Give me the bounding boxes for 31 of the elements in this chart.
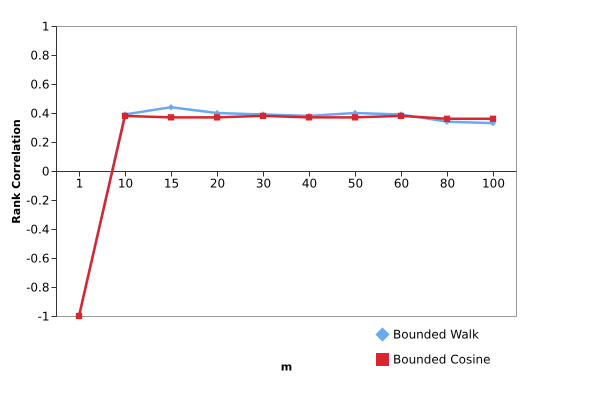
y-tick-label: -0.8 — [26, 280, 50, 294]
y-tick-label: 0.4 — [30, 106, 50, 120]
x-axis-title: m — [280, 360, 292, 374]
x-tick-label: 10 — [118, 176, 134, 190]
y-tick-label: -0.6 — [26, 252, 50, 266]
point — [168, 104, 174, 110]
x-tick-label: 15 — [164, 176, 180, 190]
y-tick-label: -0.2 — [26, 194, 50, 208]
point — [168, 114, 174, 121]
y-axis-title: Rank Correlation — [10, 119, 24, 224]
legend-label: Bounded Walk — [393, 328, 479, 342]
y-tick-label: 0.8 — [30, 48, 50, 62]
point — [444, 116, 450, 122]
y-tick-label: -0.4 — [26, 222, 50, 236]
y-tick-label: 0.6 — [30, 78, 50, 92]
legend-label: Bounded Cosine — [393, 352, 491, 366]
point — [214, 114, 220, 121]
y-tick-label: 0 — [42, 164, 50, 178]
x-tick-label: 20 — [210, 176, 226, 190]
x-tick-label: 100 — [482, 176, 505, 190]
point — [352, 114, 358, 121]
x-tick-label: 1 — [76, 176, 84, 190]
y-tick-label: 0.2 — [30, 136, 50, 150]
y-tick-label: -1 — [38, 310, 50, 324]
point — [490, 116, 496, 122]
x-tick-label: 40 — [302, 176, 318, 190]
x-tick-label: 80 — [440, 176, 456, 190]
x-tick-label: 60 — [394, 176, 410, 190]
y-tick-label: 1 — [42, 20, 50, 34]
x-tick-label: 30 — [256, 176, 272, 190]
x-tick-label: 50 — [348, 176, 364, 190]
